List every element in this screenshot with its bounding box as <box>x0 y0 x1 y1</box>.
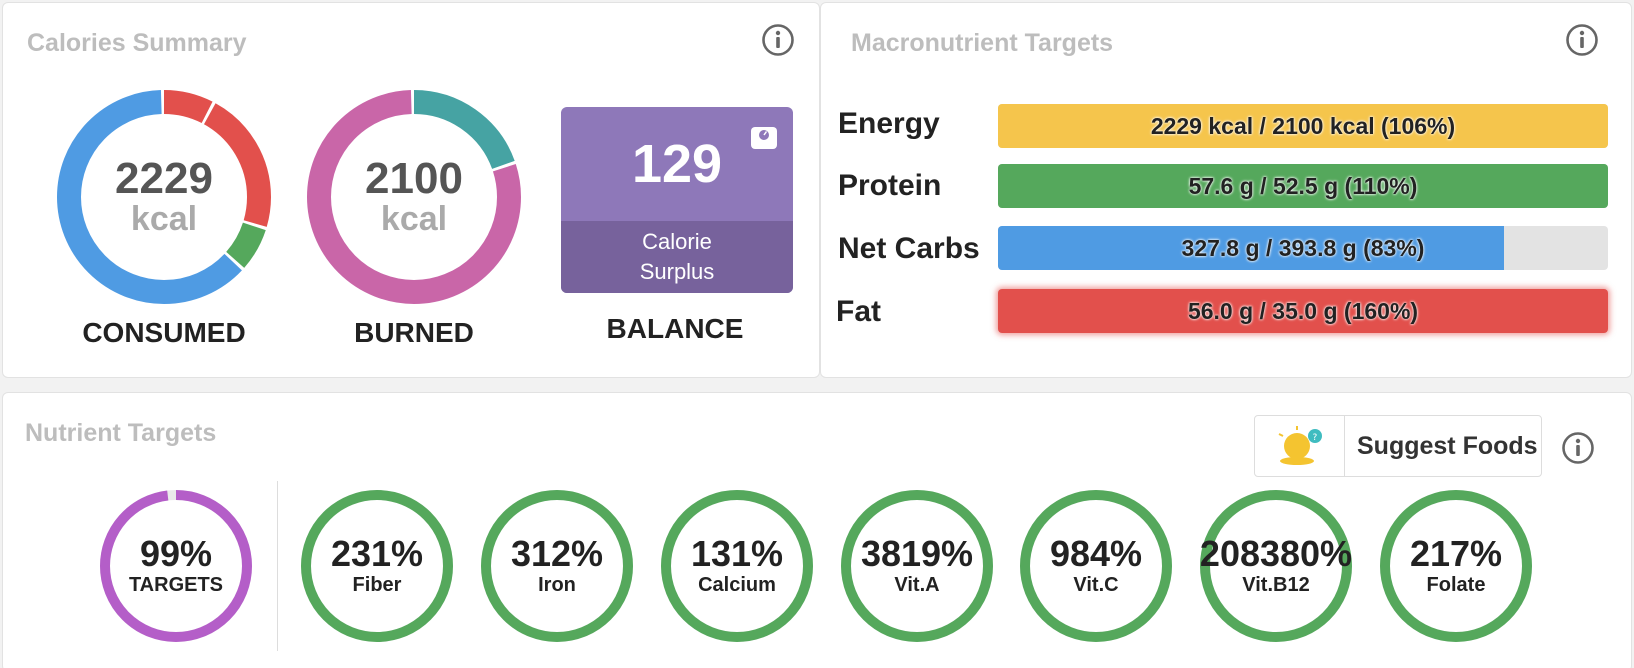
nutrient-value: 984% <box>1049 533 1143 574</box>
nutrient-ring-vit-a: 3819% Vit.A <box>838 487 996 645</box>
macro-label-fat: Fat <box>836 295 881 328</box>
nutrient-ring-vit-b12: 208380% Vit.B12 <box>1197 487 1355 645</box>
nutrient-value: 312% <box>510 533 604 574</box>
nutrient-value: 217% <box>1409 533 1503 574</box>
targets-label: TARGETS <box>128 574 224 596</box>
nutrient-value: 231% <box>330 533 424 574</box>
consumed-value: 2229 <box>115 154 213 203</box>
macro-label-protein: Protein <box>838 169 942 202</box>
calories-summary-title: Calories Summary <box>27 29 247 57</box>
svg-text:?: ? <box>1313 433 1318 443</box>
nutrient-label: Vit.A <box>894 574 940 596</box>
targets-ring: 99% TARGETS <box>97 487 255 645</box>
nutrient-label: Vit.B12 <box>1242 574 1310 596</box>
nutrient-ring-iron: 312% Iron <box>478 487 636 645</box>
macro-bar-text: 56.0 g / 35.0 g (160%) <box>1187 297 1419 324</box>
nutrient-ring-progress <box>1020 490 1172 642</box>
burned-value: 2100 <box>365 154 463 203</box>
burned-label: BURNED <box>354 317 474 348</box>
balance-value: 129 <box>631 134 723 194</box>
scale-icon <box>751 127 777 149</box>
consumed-label: CONSUMED <box>82 317 246 348</box>
burned-segment <box>307 90 521 304</box>
nutrient-targets-title: Nutrient Targets <box>25 419 217 447</box>
info-icon[interactable] <box>1565 23 1599 57</box>
nutrient-ring-progress <box>1380 490 1532 642</box>
nutrient-divider <box>277 481 278 651</box>
macro-bar-text: 327.8 g / 393.8 g (83%) <box>1181 234 1425 261</box>
nutrient-ring-progress <box>661 490 813 642</box>
burned-unit: kcal <box>380 200 448 238</box>
macro-bar-fill <box>998 104 1608 148</box>
macro-bar-fat: 56.0 g / 35.0 g (160%) <box>998 289 1608 333</box>
macro-bar-net-carbs: 327.8 g / 393.8 g (83%) <box>998 226 1608 270</box>
consumed-donut: 2229 kcal <box>55 88 273 306</box>
nutrient-label: Vit.C <box>1073 574 1119 596</box>
lightbulb-icon: ? <box>1255 416 1345 476</box>
balance-caption-line2: Surplus <box>639 259 715 284</box>
nutrient-ring-progress <box>301 490 453 642</box>
nutrient-value: 131% <box>690 533 784 574</box>
burned-donut: 2100 kcal <box>305 88 523 306</box>
nutrient-ring-folate: 217% Folate <box>1377 487 1535 645</box>
balance-label: BALANCE <box>606 313 744 344</box>
nutrient-label: Iron <box>538 574 576 596</box>
macro-bar-fill <box>998 289 1608 333</box>
nutrient-label: Folate <box>1426 574 1486 596</box>
consumed-segment <box>57 90 271 304</box>
nutrient-label: Calcium <box>698 574 776 596</box>
nutrient-ring-progress <box>841 490 993 642</box>
nutrient-ring-vit-c: 984% Vit.C <box>1017 487 1175 645</box>
nutrient-ring-calcium: 131% Calcium <box>658 487 816 645</box>
balance-box: 129 Calorie Surplus <box>561 107 793 293</box>
consumed-unit: kcal <box>130 200 198 238</box>
consumed-segment <box>57 90 271 304</box>
nutrient-ring-progress <box>481 490 633 642</box>
macro-bar-text: 2229 kcal / 2100 kcal (106%) <box>1150 112 1456 139</box>
nutrient-ring-progress <box>1200 490 1352 642</box>
suggest-foods-label: Suggest Foods <box>1357 431 1538 460</box>
macro-bar-fill <box>998 226 1505 270</box>
macro-bar-fill <box>998 164 1608 208</box>
suggest-foods-button[interactable]: ? Suggest Foods <box>1254 415 1542 477</box>
info-icon[interactable] <box>761 23 795 57</box>
macro-bar-energy: 2229 kcal / 2100 kcal (106%) <box>998 104 1608 148</box>
calories-summary-card: Calories Summary 2229 kcal CONSUMED 2100… <box>2 2 820 378</box>
nutrient-label: Fiber <box>352 574 402 596</box>
info-icon[interactable] <box>1561 431 1595 465</box>
consumed-segment <box>57 90 271 304</box>
macro-label-energy: Energy <box>838 107 940 140</box>
macro-bar-protein: 57.6 g / 52.5 g (110%) <box>998 164 1608 208</box>
nutrient-ring-fiber: 231% Fiber <box>298 487 456 645</box>
macro-label-net-carbs: Net Carbs <box>838 232 980 265</box>
macro-bar-text: 57.6 g / 52.5 g (110%) <box>1188 172 1418 199</box>
burned-segment <box>307 90 521 304</box>
balance-caption-line1: Calorie <box>642 229 712 254</box>
targets-ring-progress <box>100 490 252 642</box>
targets-value: 99% <box>139 533 213 574</box>
nutrient-value: 3819% <box>860 533 974 574</box>
macronutrient-targets-title: Macronutrient Targets <box>851 29 1114 57</box>
nutrient-value: 208380% <box>1199 533 1353 574</box>
